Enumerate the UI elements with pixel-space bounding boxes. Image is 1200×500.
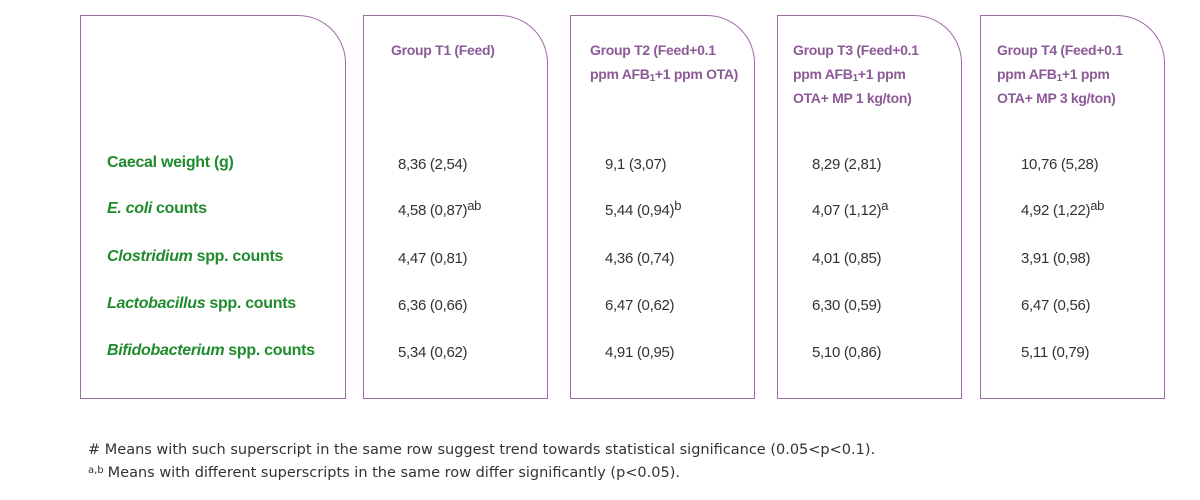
cell: 4,01 (0,85) xyxy=(812,250,882,267)
footnote-mark: # xyxy=(88,442,101,458)
row-label: Clostridium spp. counts xyxy=(107,248,283,266)
cell: 5,10 (0,86) xyxy=(812,344,882,361)
row-label: E. coli counts xyxy=(107,200,207,218)
cell-value: 8,29 (2,81) xyxy=(812,156,882,173)
italic-name: Bifidobacterium xyxy=(107,342,225,359)
cell: 6,47 (0,56) xyxy=(1021,297,1091,314)
italic-name: Clostridium xyxy=(107,248,193,265)
cell-value: 6,36 (0,66) xyxy=(398,297,468,314)
cell: 5,34 (0,62) xyxy=(398,344,468,361)
cell: 4,07 (1,12)a xyxy=(812,199,888,219)
cell-value: 4,58 (0,87) xyxy=(398,202,468,219)
cell: 8,36 (2,54) xyxy=(398,156,468,173)
cell: 4,91 (0,95) xyxy=(605,344,675,361)
cell: 4,58 (0,87)ab xyxy=(398,199,481,219)
column-header: Group T1 (Feed) xyxy=(391,38,541,62)
cell: 4,47 (0,81) xyxy=(398,250,468,267)
column-header: Group T2 (Feed+0.1 ppm AFB1+1 ppm OTA) xyxy=(590,38,740,86)
column-box xyxy=(980,15,1165,399)
cell: 10,76 (5,28) xyxy=(1021,156,1099,173)
header-text: +1 ppm OTA) xyxy=(654,66,739,82)
header-text: Group T4 (Feed+0.1 ppm AFB xyxy=(997,42,1123,82)
row-label: Lactobacillus spp. counts xyxy=(107,295,296,313)
superscript: ab xyxy=(1090,198,1105,213)
superscript: b xyxy=(674,198,682,213)
cell: 5,44 (0,94)b xyxy=(605,199,681,219)
cell: 6,36 (0,66) xyxy=(398,297,468,314)
row-label: Caecal weight (g) xyxy=(107,154,234,172)
cell-value: 4,91 (0,95) xyxy=(605,344,675,361)
header-text: Group T2 (Feed+0.1 ppm AFB xyxy=(590,42,716,82)
superscript: a xyxy=(881,198,889,213)
column-header: Group T4 (Feed+0.1 ppm AFB1+1 ppm OTA+ M… xyxy=(997,38,1147,110)
cell-value: 3,91 (0,98) xyxy=(1021,250,1091,267)
cell: 8,29 (2,81) xyxy=(812,156,882,173)
header-text: Group T3 (Feed+0.1 ppm AFB xyxy=(793,42,919,82)
cell-value: 4,07 (1,12) xyxy=(812,202,882,219)
cell-value: 4,36 (0,74) xyxy=(605,250,675,267)
subscript: 1 xyxy=(852,73,859,84)
cell: 3,91 (0,98) xyxy=(1021,250,1091,267)
column-box xyxy=(363,15,548,399)
row-label: Bifidobacterium spp. counts xyxy=(107,342,315,360)
cell-value: 5,34 (0,62) xyxy=(398,344,468,361)
cell-value: 8,36 (2,54) xyxy=(398,156,468,173)
header-text: +1 ppm OTA+ MP 3 kg/ton) xyxy=(997,66,1116,106)
cell: 9,1 (3,07) xyxy=(605,156,667,173)
label-text: spp. counts xyxy=(196,248,284,265)
cell-value: 6,47 (0,62) xyxy=(605,297,675,314)
label-text: counts xyxy=(156,200,207,217)
cell-value: 6,30 (0,59) xyxy=(812,297,882,314)
footnote: a,b Means with different superscripts in … xyxy=(88,465,680,481)
footnote-text: Means with such superscript in the same … xyxy=(104,442,876,458)
cell-value: 4,01 (0,85) xyxy=(812,250,882,267)
label-text: Caecal weight (g) xyxy=(107,154,234,171)
cell-value: 4,92 (1,22) xyxy=(1021,202,1091,219)
cell: 5,11 (0,79) xyxy=(1021,344,1089,361)
footnote: # Means with such superscript in the sam… xyxy=(88,442,875,458)
label-text: spp. counts xyxy=(228,342,315,359)
footnote-mark: a,b xyxy=(88,465,104,476)
cell: 4,36 (0,74) xyxy=(605,250,675,267)
column-box xyxy=(777,15,962,399)
header-text: Group T1 (Feed) xyxy=(391,42,495,58)
cell-value: 5,11 (0,79) xyxy=(1021,344,1090,361)
superscript: ab xyxy=(467,198,482,213)
cell-value: 5,44 (0,94) xyxy=(605,202,675,219)
footnote-text: Means with different superscripts in the… xyxy=(107,465,680,481)
cell-value: 9,1 (3,07) xyxy=(605,156,667,173)
column-header: Group T3 (Feed+0.1 ppm AFB1+1 ppm OTA+ M… xyxy=(793,38,943,110)
cell-value: 4,47 (0,81) xyxy=(398,250,468,267)
cell-value: 6,47 (0,56) xyxy=(1021,297,1091,314)
cell-value: 5,10 (0,86) xyxy=(812,344,882,361)
cell-value: 10,76 (5,28) xyxy=(1021,156,1099,173)
label-column-box xyxy=(80,15,346,399)
cell: 4,92 (1,22)ab xyxy=(1021,199,1104,219)
subscript: 1 xyxy=(649,73,656,84)
header-text: +1 ppm OTA+ MP 1 kg/ton) xyxy=(793,66,912,106)
label-text: spp. counts xyxy=(209,295,296,312)
cell: 6,30 (0,59) xyxy=(812,297,882,314)
italic-name: Lactobacillus xyxy=(107,295,206,312)
column-box xyxy=(570,15,755,399)
cell: 6,47 (0,62) xyxy=(605,297,675,314)
subscript: 1 xyxy=(1056,73,1063,84)
italic-name: E. coli xyxy=(107,200,153,217)
